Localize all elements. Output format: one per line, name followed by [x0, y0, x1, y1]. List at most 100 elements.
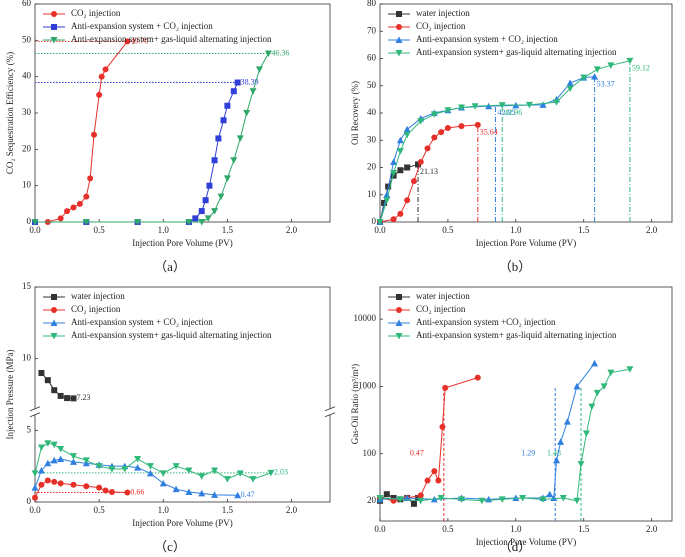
marker	[415, 161, 422, 168]
marker	[474, 374, 481, 381]
marker	[57, 455, 65, 462]
marker	[580, 74, 588, 82]
marker	[249, 88, 257, 95]
marker	[50, 319, 58, 326]
marker	[108, 488, 115, 495]
marker	[457, 104, 465, 112]
x-tick-label: 1.5	[222, 505, 234, 515]
x-tick-label: 1.5	[578, 225, 590, 235]
marker	[38, 481, 45, 488]
marker	[206, 182, 213, 189]
y-tick-label: 50	[22, 34, 32, 44]
marker	[403, 131, 411, 139]
legend-label: water injection	[416, 291, 470, 301]
x-tick-label: 1.5	[578, 524, 590, 534]
marker	[211, 467, 219, 474]
y-axis-label: Gas-Oil Ratio (m³/m³)	[350, 364, 360, 444]
marker	[550, 494, 558, 501]
marker	[134, 464, 142, 471]
x-tick-label: 1.0	[510, 225, 522, 235]
axis-break	[324, 412, 336, 418]
marker	[410, 178, 417, 185]
marker	[417, 497, 425, 505]
marker	[626, 57, 634, 65]
legend-label: Anti-expansion system+ gas-liquid altern…	[416, 330, 617, 340]
y-tick-label: 40	[22, 71, 32, 81]
caption: （c）	[154, 539, 186, 554]
x-tick-label: 2.0	[286, 505, 298, 515]
marker	[553, 456, 561, 464]
series-line	[379, 60, 631, 223]
marker	[424, 477, 431, 484]
marker	[557, 438, 565, 445]
marker	[498, 102, 506, 109]
annotation: 53.37	[597, 79, 615, 88]
marker	[390, 158, 398, 166]
y-tick-label: 60	[22, 0, 32, 8]
marker	[51, 307, 57, 313]
marker	[31, 219, 39, 226]
marker	[198, 473, 206, 480]
y-tick-label: 70	[367, 25, 377, 35]
marker	[471, 103, 479, 110]
marker	[198, 219, 206, 226]
annotation: 0.66	[130, 487, 144, 496]
annotation: 2.03	[274, 468, 288, 477]
marker	[396, 148, 404, 155]
annotation: 42.96	[504, 108, 522, 117]
marker	[566, 85, 574, 92]
marker	[223, 476, 231, 483]
marker	[566, 79, 574, 87]
marker	[236, 135, 244, 142]
marker	[417, 118, 425, 125]
marker	[198, 208, 205, 215]
marker	[376, 494, 384, 502]
marker	[381, 199, 388, 206]
marker	[525, 101, 533, 109]
marker	[223, 175, 231, 182]
marker	[430, 111, 438, 118]
marker	[397, 167, 404, 174]
caption: （b）	[499, 259, 532, 274]
marker	[539, 496, 547, 503]
marker	[376, 219, 384, 226]
marker	[439, 423, 446, 430]
marker	[512, 494, 520, 501]
legend-label: CO₂ injection	[71, 8, 121, 18]
marker	[83, 483, 90, 490]
marker	[474, 121, 481, 128]
marker	[64, 208, 71, 215]
marker	[192, 215, 199, 222]
marker	[395, 333, 403, 340]
marker	[546, 490, 554, 498]
y-tick-label: 10	[22, 353, 32, 363]
marker	[57, 480, 64, 487]
axis-break	[29, 406, 41, 412]
x-tick-label: 0.0	[29, 505, 41, 515]
marker	[185, 467, 193, 474]
marker	[230, 157, 238, 164]
marker	[57, 215, 64, 222]
marker	[417, 159, 424, 166]
marker	[588, 403, 596, 411]
marker	[50, 333, 58, 340]
marker	[410, 500, 417, 507]
marker	[134, 456, 142, 463]
marker	[51, 24, 57, 30]
y-tick-label: 5	[27, 424, 32, 434]
legend-label: Anti-expansion system+ gas-liquid altern…	[416, 47, 617, 57]
marker	[64, 395, 71, 402]
marker	[607, 62, 615, 69]
marker	[403, 125, 411, 133]
marker	[159, 470, 167, 477]
marker	[134, 219, 142, 226]
series-line	[379, 368, 630, 502]
legend-label: CO₂ injection	[416, 21, 466, 31]
marker	[146, 469, 154, 477]
marker	[390, 169, 398, 177]
legend-label: CO₂ injection	[71, 304, 121, 314]
marker	[44, 440, 52, 447]
y-tick-label: 0	[372, 216, 377, 226]
marker	[87, 175, 94, 182]
y-tick-label: 0	[27, 216, 32, 226]
